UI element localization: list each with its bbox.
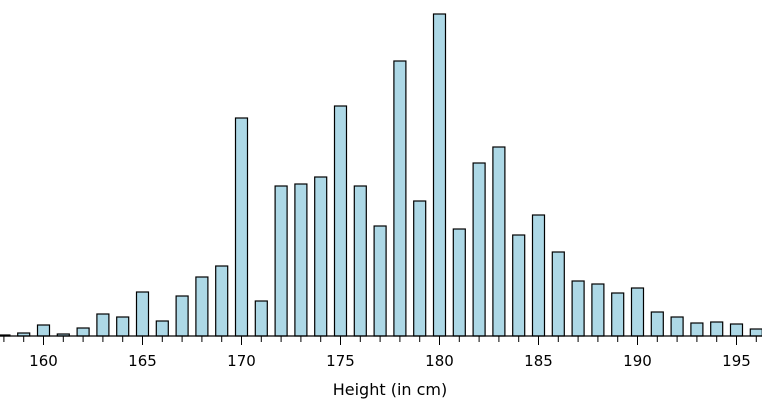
bar-164: [116, 316, 130, 337]
bar-165: [135, 291, 150, 337]
x-tick-label-160: 160: [29, 352, 58, 370]
bar-186: [551, 251, 565, 337]
x-tick-label-180: 180: [425, 352, 454, 370]
bar-177: [373, 225, 387, 337]
bar-195: [729, 323, 744, 337]
x-tick-label-170: 170: [227, 352, 256, 370]
bar-163: [96, 313, 110, 337]
bar-174: [314, 176, 328, 337]
bar-169: [215, 265, 229, 337]
bar-170: [234, 117, 249, 337]
bar-190: [630, 287, 645, 337]
bars-group: [0, 13, 762, 337]
bar-183: [492, 146, 506, 337]
bar-175: [333, 105, 348, 337]
bar-176: [353, 185, 367, 337]
bar-166: [155, 320, 169, 337]
bar-180: [432, 13, 447, 337]
x-tick-label-165: 165: [128, 352, 157, 370]
x-ticks-group: 160 165 170 175 180 185 190 195: [3, 336, 757, 370]
bar-184: [512, 234, 526, 337]
bar-171: [254, 300, 268, 337]
x-tick-label-195: 195: [722, 352, 751, 370]
bar-192: [670, 316, 684, 337]
bar-178: [393, 60, 407, 337]
x-tick-label-190: 190: [623, 352, 652, 370]
bar-193: [690, 322, 704, 337]
bar-168: [195, 276, 209, 337]
bar-162: [76, 327, 90, 337]
bar-187: [571, 280, 585, 337]
bar-182: [472, 162, 486, 337]
bar-194: [710, 321, 724, 337]
bar-167: [175, 295, 189, 337]
x-tick-label-185: 185: [524, 352, 553, 370]
bar-185: [531, 214, 546, 337]
bar-181: [452, 228, 466, 337]
bar-189: [611, 292, 625, 337]
bar-179: [413, 200, 427, 337]
x-tick-label-175: 175: [326, 352, 355, 370]
bar-160: [36, 324, 51, 337]
bar-172: [274, 185, 288, 337]
bar-173: [294, 183, 308, 337]
bar-196: [749, 328, 762, 337]
bar-188: [591, 283, 605, 337]
bar-191: [650, 311, 664, 337]
x-axis-title: Height (in cm): [333, 380, 448, 399]
